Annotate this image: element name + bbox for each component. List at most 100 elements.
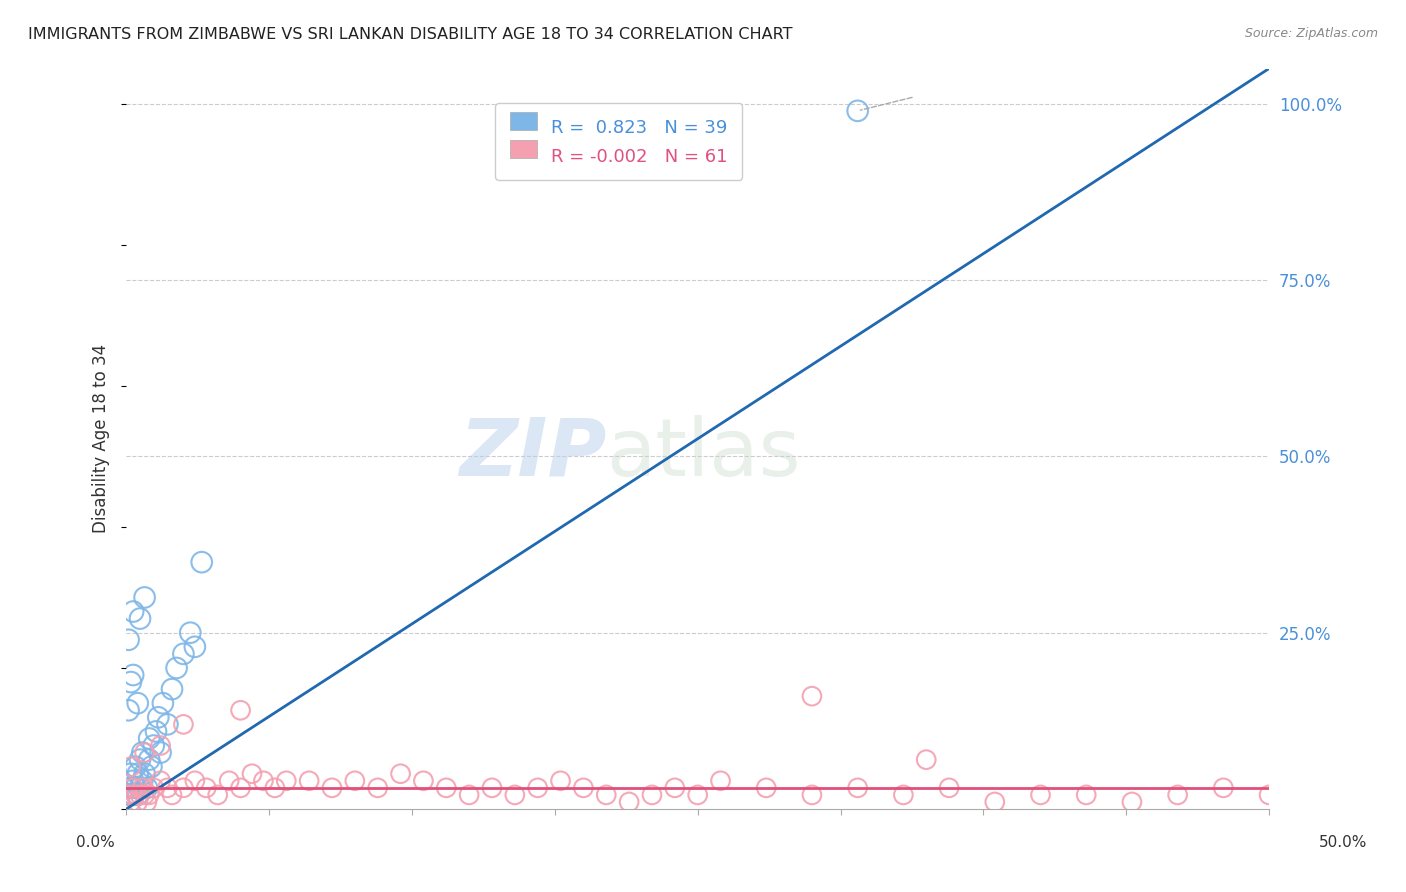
Point: [156, 780, 179, 795]
Point: [135, 780, 157, 795]
Point: [142, 780, 165, 795]
Point: [367, 780, 389, 795]
Point: [252, 773, 274, 788]
Text: Source: ZipAtlas.com: Source: ZipAtlas.com: [1244, 27, 1378, 40]
Point: [131, 746, 153, 760]
Point: [129, 788, 152, 802]
Point: [915, 753, 938, 767]
Point: [938, 780, 960, 795]
Point: [686, 788, 709, 802]
Point: [124, 760, 146, 774]
Point: [800, 689, 823, 703]
Point: [134, 766, 156, 780]
Point: [127, 696, 149, 710]
Point: [240, 766, 263, 780]
Point: [1029, 788, 1052, 802]
Point: [389, 766, 412, 780]
Point: [131, 780, 153, 795]
Text: 50.0%: 50.0%: [1319, 836, 1367, 850]
Point: [127, 795, 149, 809]
Point: [117, 703, 139, 717]
Point: [1212, 780, 1234, 795]
Point: [229, 703, 252, 717]
Point: [641, 788, 664, 802]
Point: [595, 788, 617, 802]
Point: [131, 773, 153, 788]
Point: [120, 766, 142, 780]
Point: [122, 788, 145, 802]
Point: [134, 746, 156, 760]
Point: [134, 788, 156, 802]
Point: [117, 788, 139, 802]
Point: [142, 739, 165, 753]
Point: [755, 780, 778, 795]
Point: [117, 632, 139, 647]
Point: [1167, 788, 1189, 802]
Point: [709, 773, 731, 788]
Point: [122, 668, 145, 682]
Point: [129, 780, 152, 795]
Point: [145, 724, 167, 739]
Point: [124, 780, 146, 795]
Point: [120, 675, 142, 690]
Point: [184, 773, 207, 788]
Point: [149, 739, 172, 753]
Point: [122, 605, 145, 619]
Point: [129, 611, 152, 625]
Point: [572, 780, 595, 795]
Point: [120, 795, 142, 809]
Point: [138, 731, 160, 746]
Point: [190, 555, 212, 569]
Point: [218, 773, 240, 788]
Point: [149, 773, 172, 788]
Point: [122, 773, 145, 788]
Text: 0.0%: 0.0%: [76, 836, 115, 850]
Point: [1076, 788, 1098, 802]
Point: [141, 760, 163, 774]
Point: [166, 661, 188, 675]
Point: [1121, 795, 1143, 809]
Text: atlas: atlas: [606, 415, 800, 492]
Point: [503, 788, 526, 802]
Point: [149, 746, 172, 760]
Point: [846, 103, 869, 118]
Text: IMMIGRANTS FROM ZIMBABWE VS SRI LANKAN DISABILITY AGE 18 TO 34 CORRELATION CHART: IMMIGRANTS FROM ZIMBABWE VS SRI LANKAN D…: [28, 27, 793, 42]
Legend: R =  0.823   N = 39, R = -0.002   N = 61: R = 0.823 N = 39, R = -0.002 N = 61: [495, 103, 742, 180]
Point: [321, 780, 343, 795]
Point: [229, 780, 252, 795]
Point: [148, 710, 170, 724]
Point: [184, 640, 207, 654]
Point: [120, 780, 142, 795]
Point: [127, 788, 149, 802]
Point: [276, 773, 298, 788]
Point: [120, 760, 142, 774]
Point: [343, 773, 366, 788]
Point: [664, 780, 686, 795]
Point: [134, 591, 156, 605]
Point: [481, 780, 503, 795]
Point: [160, 682, 183, 697]
Point: [984, 795, 1007, 809]
Point: [526, 780, 548, 795]
Point: [195, 780, 218, 795]
Point: [800, 788, 823, 802]
Point: [135, 795, 157, 809]
Point: [617, 795, 640, 809]
Point: [160, 788, 183, 802]
Point: [124, 788, 146, 802]
Point: [138, 788, 160, 802]
Point: [207, 788, 229, 802]
Point: [458, 788, 481, 802]
Point: [122, 780, 145, 795]
Y-axis label: Disability Age 18 to 34: Disability Age 18 to 34: [93, 344, 110, 533]
Point: [179, 625, 201, 640]
Text: ZIP: ZIP: [458, 415, 606, 492]
Point: [127, 766, 149, 780]
Point: [263, 780, 285, 795]
Point: [172, 717, 194, 731]
Point: [172, 780, 194, 795]
Point: [434, 780, 457, 795]
Point: [138, 753, 160, 767]
Point: [117, 788, 139, 802]
Point: [172, 647, 194, 661]
